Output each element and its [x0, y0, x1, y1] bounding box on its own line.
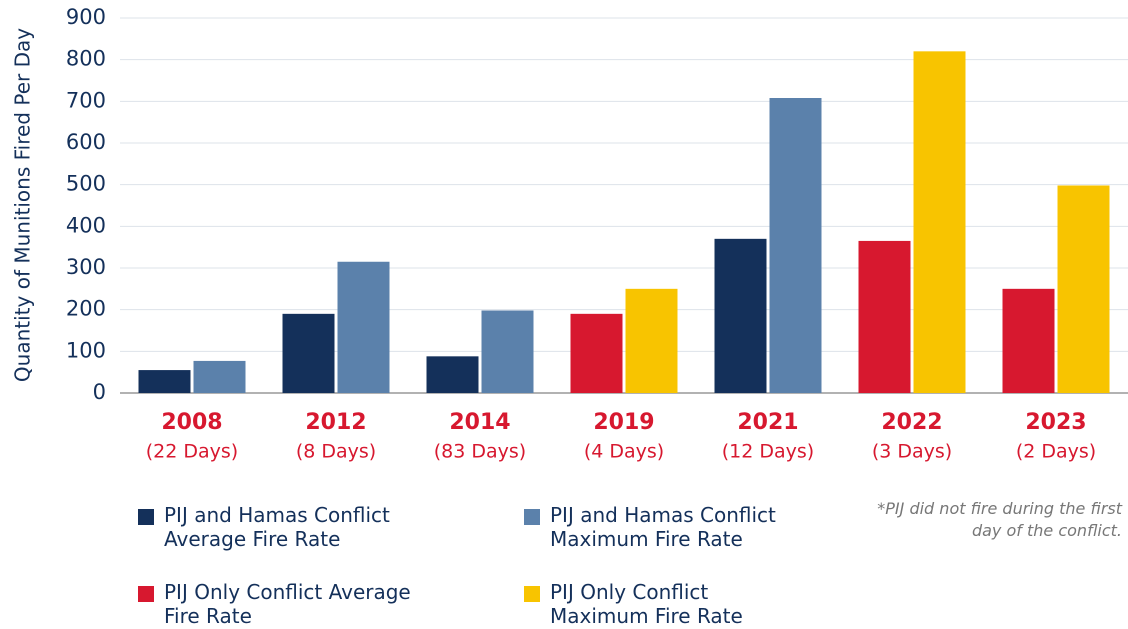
legend-item: PIJ Only Conflict Average Fire Rate [138, 580, 419, 628]
y-tick-label: 800 [66, 47, 106, 71]
y-tick-label: 600 [66, 130, 106, 154]
x-tick-label: 2008 [161, 410, 222, 435]
bar [913, 51, 966, 393]
x-tick-sublabel: (22 Days) [146, 441, 238, 463]
bar [282, 313, 335, 393]
x-tick-label: 2022 [881, 410, 942, 435]
bar [714, 238, 767, 393]
x-tick-sublabel: (2 Days) [1016, 441, 1096, 463]
x-tick-label: 2019 [593, 410, 654, 435]
bar [625, 288, 678, 393]
bar [769, 98, 822, 393]
y-tick-label: 700 [66, 88, 106, 112]
bar [1002, 288, 1055, 393]
y-tick-label: 0 [93, 380, 106, 404]
x-tick-label: 2021 [737, 410, 798, 435]
x-tick-label: 2014 [449, 410, 510, 435]
x-tick-sublabel: (12 Days) [722, 441, 814, 463]
y-tick-label: 300 [66, 255, 106, 279]
y-tick-label: 200 [66, 297, 106, 321]
x-tick-label: 2012 [305, 410, 366, 435]
legend-item: PIJ and Hamas Conflict Maximum Fire Rate [524, 503, 805, 551]
x-tick-label: 2023 [1025, 410, 1086, 435]
x-tick-sublabel: (8 Days) [296, 441, 376, 463]
legend-label: PIJ and Hamas Conflict Average Fire Rate [164, 503, 390, 551]
legend-label: PIJ Only Conflict Average Fire Rate [164, 580, 411, 628]
y-axis-label: Quantity of Munitions Fired Per Day [11, 28, 35, 382]
y-tick-label: 100 [66, 338, 106, 362]
footnote: *PIJ did not fire during the first day o… [877, 499, 1122, 540]
y-tick-label: 400 [66, 213, 106, 237]
legend-swatch [524, 509, 540, 525]
bar [570, 313, 623, 393]
legend-swatch [138, 586, 154, 602]
legend-item: PIJ Only Conflict Maximum Fire Rate [524, 580, 805, 628]
bar [426, 356, 479, 393]
y-tick-label: 900 [66, 5, 106, 29]
legend-label: PIJ and Hamas Conflict Maximum Fire Rate [550, 503, 776, 551]
legend-swatch [138, 509, 154, 525]
bar [138, 370, 191, 393]
bar [1057, 185, 1110, 393]
y-tick-label: 500 [66, 172, 106, 196]
legend-swatch [524, 586, 540, 602]
legend-label: PIJ Only Conflict Maximum Fire Rate [550, 580, 743, 628]
bar [337, 261, 390, 393]
bar [481, 310, 534, 393]
x-tick-sublabel: (4 Days) [584, 441, 664, 463]
x-tick-sublabel: (3 Days) [872, 441, 952, 463]
bar [193, 360, 246, 393]
legend-item: PIJ and Hamas Conflict Average Fire Rate [138, 503, 419, 551]
x-tick-sublabel: (83 Days) [434, 441, 526, 463]
bar [858, 240, 911, 393]
